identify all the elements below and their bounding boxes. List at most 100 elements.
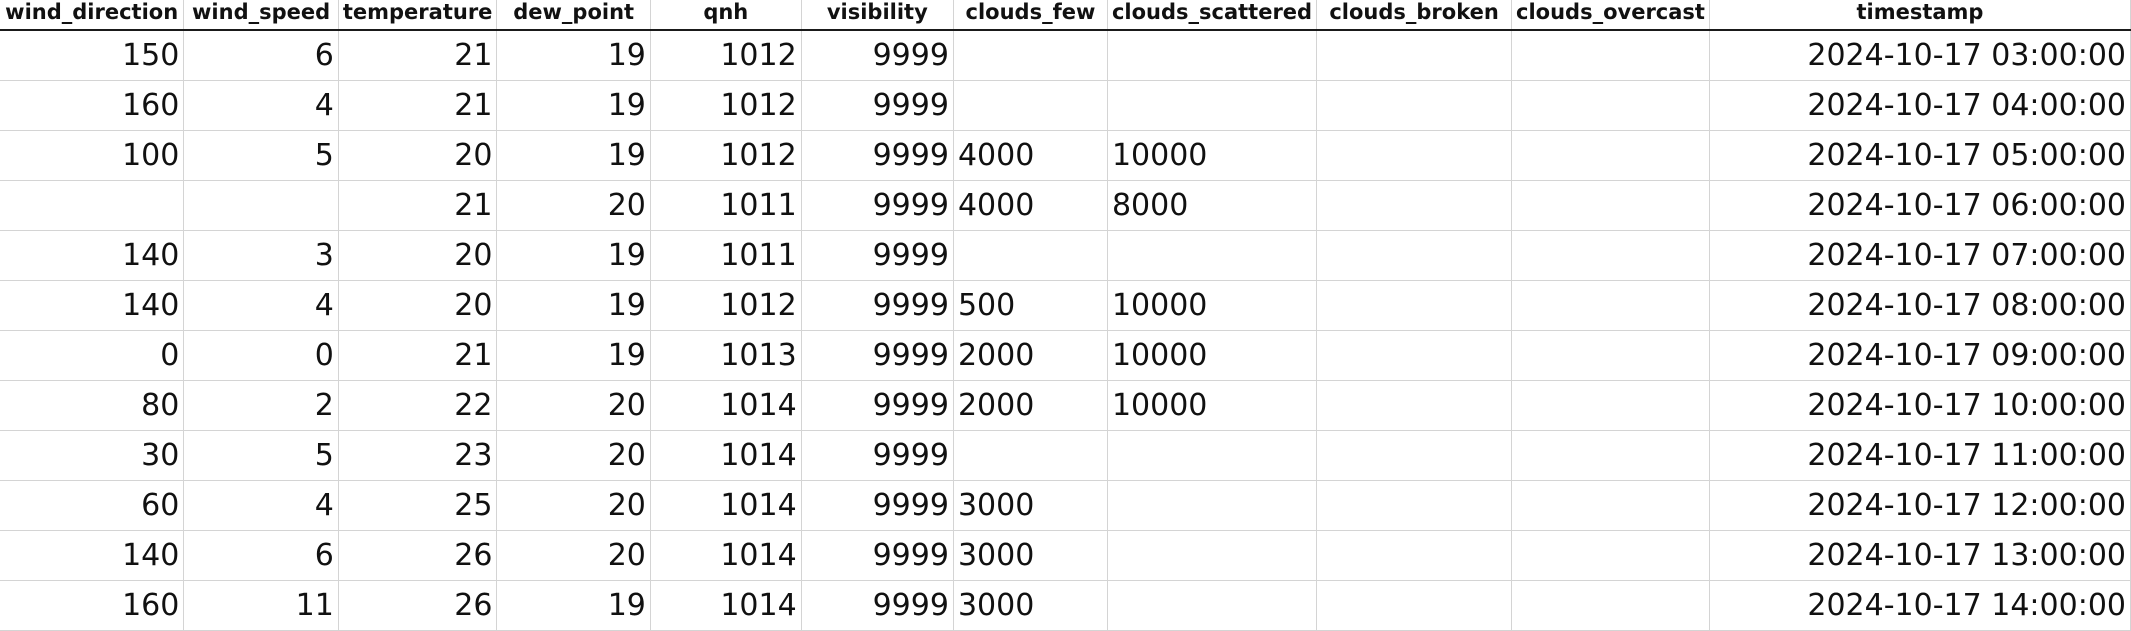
- cell-wind-direction[interactable]: 80: [0, 380, 185, 431]
- cell-clouds-overcast[interactable]: [1511, 480, 1710, 531]
- cell-clouds-few[interactable]: 500: [953, 280, 1108, 331]
- cell-wind-direction[interactable]: [0, 180, 185, 231]
- cell-wind-speed[interactable]: 0: [183, 330, 339, 381]
- cell-temperature[interactable]: 21: [338, 80, 498, 131]
- cell-clouds-overcast[interactable]: [1511, 430, 1710, 481]
- cell-clouds-scattered[interactable]: [1107, 580, 1318, 631]
- cell-clouds-few[interactable]: 3000: [953, 580, 1108, 631]
- cell-clouds-broken[interactable]: [1316, 80, 1513, 131]
- cell-timestamp[interactable]: 2024-10-17 05:00:00: [1709, 130, 2131, 181]
- cell-temperature[interactable]: 21: [338, 180, 498, 231]
- column-header-temperature[interactable]: temperature: [338, 0, 498, 31]
- cell-clouds-broken[interactable]: [1316, 30, 1513, 81]
- cell-clouds-broken[interactable]: [1316, 280, 1513, 331]
- cell-visibility[interactable]: 9999: [801, 330, 954, 381]
- cell-wind-speed[interactable]: 6: [183, 530, 339, 581]
- cell-visibility[interactable]: 9999: [801, 430, 954, 481]
- cell-timestamp[interactable]: 2024-10-17 03:00:00: [1709, 30, 2131, 81]
- cell-dew-point[interactable]: 20: [496, 530, 651, 581]
- cell-clouds-overcast[interactable]: [1511, 230, 1710, 281]
- cell-clouds-overcast[interactable]: [1511, 30, 1710, 81]
- cell-qnh[interactable]: 1014: [650, 480, 802, 531]
- cell-clouds-overcast[interactable]: [1511, 180, 1710, 231]
- cell-dew-point[interactable]: 19: [496, 230, 651, 281]
- column-header-clouds-few[interactable]: clouds_few: [953, 0, 1108, 31]
- cell-clouds-scattered[interactable]: [1107, 80, 1318, 131]
- cell-wind-speed[interactable]: 5: [183, 130, 339, 181]
- cell-temperature[interactable]: 25: [338, 480, 498, 531]
- cell-dew-point[interactable]: 19: [496, 580, 651, 631]
- cell-qnh[interactable]: 1014: [650, 530, 802, 581]
- cell-timestamp[interactable]: 2024-10-17 07:00:00: [1709, 230, 2131, 281]
- cell-timestamp[interactable]: 2024-10-17 14:00:00: [1709, 580, 2131, 631]
- cell-wind-direction[interactable]: 140: [0, 280, 185, 331]
- cell-clouds-scattered[interactable]: [1107, 230, 1318, 281]
- cell-qnh[interactable]: 1012: [650, 130, 802, 181]
- cell-qnh[interactable]: 1012: [650, 280, 802, 331]
- cell-wind-speed[interactable]: 3: [183, 230, 339, 281]
- cell-temperature[interactable]: 21: [338, 330, 498, 381]
- column-header-clouds-overcast[interactable]: clouds_overcast: [1511, 0, 1710, 31]
- cell-wind-speed[interactable]: 2: [183, 380, 339, 431]
- cell-visibility[interactable]: 9999: [801, 580, 954, 631]
- cell-clouds-scattered[interactable]: [1107, 530, 1318, 581]
- cell-clouds-overcast[interactable]: [1511, 530, 1710, 581]
- cell-wind-direction[interactable]: 150: [0, 30, 185, 81]
- cell-clouds-broken[interactable]: [1316, 330, 1513, 381]
- column-header-clouds-broken[interactable]: clouds_broken: [1316, 0, 1513, 31]
- cell-wind-speed[interactable]: 6: [183, 30, 339, 81]
- column-header-timestamp[interactable]: timestamp: [1709, 0, 2131, 31]
- cell-clouds-scattered[interactable]: 10000: [1107, 380, 1318, 431]
- column-header-wind-speed[interactable]: wind_speed: [183, 0, 339, 31]
- cell-clouds-overcast[interactable]: [1511, 580, 1710, 631]
- cell-wind-direction[interactable]: 140: [0, 530, 185, 581]
- cell-wind-speed[interactable]: 4: [183, 280, 339, 331]
- cell-qnh[interactable]: 1014: [650, 580, 802, 631]
- cell-wind-speed[interactable]: 4: [183, 480, 339, 531]
- cell-clouds-scattered[interactable]: 10000: [1107, 330, 1318, 381]
- cell-clouds-broken[interactable]: [1316, 580, 1513, 631]
- cell-clouds-overcast[interactable]: [1511, 80, 1710, 131]
- cell-visibility[interactable]: 9999: [801, 530, 954, 581]
- cell-dew-point[interactable]: 19: [496, 330, 651, 381]
- cell-wind-speed[interactable]: 5: [183, 430, 339, 481]
- cell-qnh[interactable]: 1012: [650, 30, 802, 81]
- cell-clouds-overcast[interactable]: [1511, 330, 1710, 381]
- cell-temperature[interactable]: 26: [338, 580, 498, 631]
- column-header-clouds-scattered[interactable]: clouds_scattered: [1107, 0, 1318, 31]
- cell-visibility[interactable]: 9999: [801, 230, 954, 281]
- cell-visibility[interactable]: 9999: [801, 180, 954, 231]
- cell-dew-point[interactable]: 20: [496, 480, 651, 531]
- cell-clouds-scattered[interactable]: 8000: [1107, 180, 1318, 231]
- cell-clouds-overcast[interactable]: [1511, 130, 1710, 181]
- cell-wind-direction[interactable]: 140: [0, 230, 185, 281]
- cell-clouds-scattered[interactable]: [1107, 480, 1318, 531]
- cell-clouds-few[interactable]: [953, 80, 1108, 131]
- cell-timestamp[interactable]: 2024-10-17 08:00:00: [1709, 280, 2131, 331]
- cell-clouds-few[interactable]: 3000: [953, 530, 1108, 581]
- cell-wind-speed[interactable]: 11: [183, 580, 339, 631]
- cell-clouds-few[interactable]: 4000: [953, 130, 1108, 181]
- cell-clouds-scattered[interactable]: 10000: [1107, 280, 1318, 331]
- cell-dew-point[interactable]: 20: [496, 380, 651, 431]
- cell-clouds-few[interactable]: 3000: [953, 480, 1108, 531]
- cell-temperature[interactable]: 22: [338, 380, 498, 431]
- cell-wind-direction[interactable]: 0: [0, 330, 185, 381]
- cell-temperature[interactable]: 20: [338, 280, 498, 331]
- cell-clouds-scattered[interactable]: 10000: [1107, 130, 1318, 181]
- cell-wind-direction[interactable]: 100: [0, 130, 185, 181]
- cell-clouds-few[interactable]: [953, 30, 1108, 81]
- cell-dew-point[interactable]: 19: [496, 130, 651, 181]
- cell-dew-point[interactable]: 20: [496, 180, 651, 231]
- cell-temperature[interactable]: 23: [338, 430, 498, 481]
- column-header-dew-point[interactable]: dew_point: [496, 0, 651, 31]
- cell-clouds-broken[interactable]: [1316, 380, 1513, 431]
- cell-dew-point[interactable]: 19: [496, 280, 651, 331]
- cell-timestamp[interactable]: 2024-10-17 09:00:00: [1709, 330, 2131, 381]
- cell-timestamp[interactable]: 2024-10-17 04:00:00: [1709, 80, 2131, 131]
- cell-qnh[interactable]: 1013: [650, 330, 802, 381]
- cell-clouds-few[interactable]: [953, 430, 1108, 481]
- cell-clouds-broken[interactable]: [1316, 480, 1513, 531]
- cell-qnh[interactable]: 1014: [650, 430, 802, 481]
- cell-clouds-broken[interactable]: [1316, 230, 1513, 281]
